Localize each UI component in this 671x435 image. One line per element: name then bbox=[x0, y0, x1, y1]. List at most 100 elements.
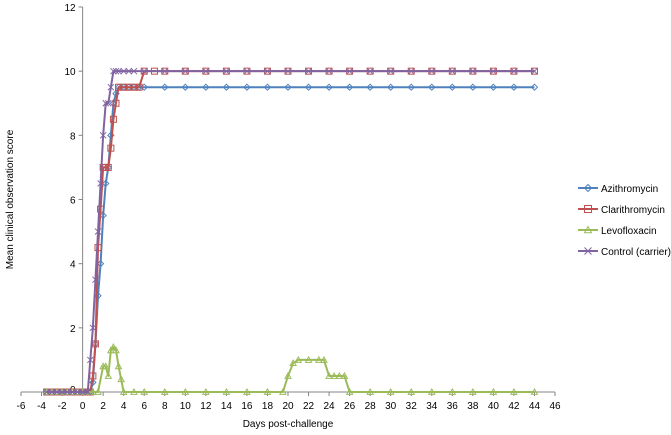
x-tick-label: 18 bbox=[262, 401, 274, 412]
x-tick-label: 20 bbox=[282, 401, 294, 412]
data-point bbox=[89, 387, 97, 395]
data-point bbox=[104, 371, 113, 379]
data-point bbox=[284, 83, 292, 91]
data-point bbox=[448, 83, 457, 91]
y-tick-label: 8 bbox=[70, 131, 76, 142]
x-tick-label: 26 bbox=[344, 401, 356, 412]
data-point bbox=[43, 388, 51, 396]
data-point bbox=[427, 387, 436, 395]
y-axis-title: Mean clinical observation score bbox=[5, 129, 16, 269]
data-point bbox=[345, 83, 354, 91]
data-point bbox=[119, 387, 128, 395]
data-point bbox=[140, 67, 148, 75]
data-point bbox=[530, 387, 539, 395]
data-point bbox=[115, 67, 122, 75]
data-point bbox=[102, 179, 110, 188]
data-point bbox=[94, 387, 102, 395]
data-point bbox=[284, 371, 292, 379]
x-tick-label: 40 bbox=[488, 401, 500, 412]
legend-label: Control (carrier) bbox=[601, 247, 671, 258]
data-point bbox=[161, 83, 169, 91]
x-tick-label: 30 bbox=[385, 401, 397, 412]
data-point bbox=[109, 115, 117, 123]
data-point bbox=[530, 83, 539, 91]
data-point bbox=[104, 163, 112, 171]
data-point bbox=[48, 388, 56, 396]
data-point bbox=[489, 83, 498, 91]
data-point bbox=[366, 387, 375, 395]
data-point bbox=[305, 67, 312, 75]
data-point bbox=[294, 355, 303, 363]
data-point bbox=[97, 180, 104, 187]
data-point bbox=[314, 355, 323, 363]
y-tick-label: 4 bbox=[70, 260, 76, 271]
data-point bbox=[140, 387, 149, 395]
data-point bbox=[263, 83, 272, 91]
data-point bbox=[263, 387, 272, 395]
x-tick-label: 12 bbox=[200, 401, 212, 412]
data-point bbox=[161, 67, 169, 75]
series-3 bbox=[43, 67, 538, 396]
data-point bbox=[130, 83, 138, 91]
x-tick-label: 8 bbox=[162, 401, 168, 412]
legend-label: Clarithromycin bbox=[601, 205, 665, 216]
data-point bbox=[68, 388, 76, 396]
data-point bbox=[201, 387, 210, 395]
data-point bbox=[387, 67, 395, 75]
data-point bbox=[448, 387, 457, 395]
data-point bbox=[289, 359, 297, 367]
data-point bbox=[97, 205, 105, 213]
series-line bbox=[46, 70, 535, 393]
data-point bbox=[407, 67, 415, 75]
data-point bbox=[325, 83, 333, 91]
data-point bbox=[115, 83, 123, 91]
data-point bbox=[428, 83, 436, 91]
data-point bbox=[510, 67, 518, 75]
data-point bbox=[130, 387, 138, 395]
legend-item-3: Control (carrier) bbox=[578, 247, 671, 258]
legend-label: Azithromycin bbox=[601, 184, 658, 195]
data-point bbox=[181, 67, 189, 75]
data-point bbox=[279, 387, 287, 395]
data-point bbox=[135, 83, 143, 91]
data-point bbox=[510, 83, 518, 91]
data-point bbox=[125, 83, 133, 91]
data-point bbox=[325, 371, 333, 379]
data-point bbox=[99, 131, 107, 139]
data-point bbox=[107, 346, 115, 354]
legend-marker bbox=[584, 247, 592, 255]
x-tick-label: 38 bbox=[467, 401, 479, 412]
y-tick-label: 2 bbox=[70, 324, 76, 335]
data-point bbox=[325, 67, 333, 75]
x-tick-label: 4 bbox=[121, 401, 127, 412]
x-tick-label: -2 bbox=[58, 401, 67, 412]
data-point bbox=[510, 387, 518, 395]
x-axis-title: Days post-challenge bbox=[243, 419, 334, 430]
data-point bbox=[107, 144, 115, 152]
y-tick-label: 12 bbox=[64, 3, 76, 14]
data-point bbox=[181, 83, 190, 91]
x-tick-label: 46 bbox=[549, 401, 561, 412]
data-point bbox=[386, 387, 395, 395]
data-point bbox=[109, 343, 118, 350]
x-tick-label: 2 bbox=[100, 401, 106, 412]
data-point bbox=[243, 83, 251, 91]
data-point bbox=[531, 67, 538, 75]
series-2 bbox=[42, 343, 539, 395]
data-point bbox=[407, 83, 415, 91]
x-tick-label: 0 bbox=[80, 401, 86, 412]
data-point bbox=[112, 67, 120, 75]
legend-item-0: Azithromycin bbox=[578, 183, 658, 195]
data-point bbox=[366, 83, 374, 91]
data-point bbox=[58, 388, 66, 396]
data-point bbox=[222, 387, 231, 395]
legend-marker bbox=[583, 225, 593, 234]
series-layer bbox=[42, 67, 539, 396]
x-tick-label: 36 bbox=[447, 401, 459, 412]
data-point bbox=[386, 83, 395, 91]
data-point bbox=[110, 67, 117, 75]
data-point bbox=[284, 67, 292, 75]
data-point bbox=[448, 67, 456, 75]
data-point bbox=[160, 387, 169, 395]
